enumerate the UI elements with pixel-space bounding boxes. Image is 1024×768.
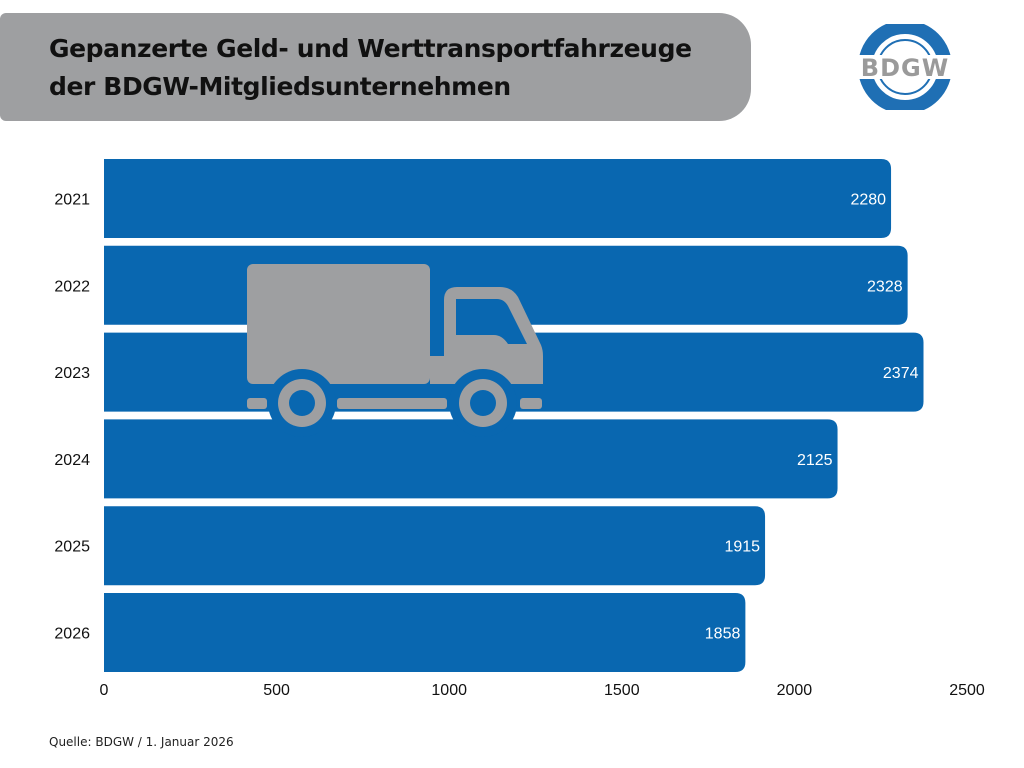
truck-chassis-left [247,398,267,409]
value-label-2021: 2280 [850,192,886,209]
x-tick-label-500: 500 [263,682,290,699]
category-label-2021: 2021 [54,192,90,209]
source-note: Quelle: BDGW / 1. Januar 2026 [49,735,234,749]
logo-text: BDGW [861,54,949,82]
bar-2021 [104,159,892,238]
x-tick-label-1000: 1000 [431,682,467,699]
bdgw-logo-icon: BDGW [846,24,964,110]
value-label-2023: 2374 [883,365,919,382]
category-label-2025: 2025 [54,539,90,556]
category-label-2026: 2026 [54,626,90,643]
bar-2025 [104,506,766,586]
category-label-2022: 2022 [54,278,90,295]
logo-text-backdrop [846,55,964,79]
truck-hub-rear [289,390,315,416]
truck-cargo-box [247,264,430,384]
bar-2026 [104,593,746,672]
x-tick-label-2000: 2000 [777,682,813,699]
truck-hub-front [470,390,496,416]
truck-chassis-mid [337,398,447,409]
truck-chassis-right [520,398,542,409]
title-line-1: Gepanzerte Geld- und Werttransportfahrze… [49,34,692,63]
category-label-2024: 2024 [54,452,90,469]
truck-cab-gap [430,280,444,360]
truck-cab-connector [430,356,446,384]
x-tick-label-0: 0 [100,682,109,699]
chart-title: Gepanzerte Geld- und Werttransportfahrze… [49,30,692,106]
value-labels-group: 2280 2328 2374 2125 1915 1858 [705,192,919,643]
x-tick-label-2500: 2500 [949,682,985,699]
title-banner: Gepanzerte Geld- und Werttransportfahrze… [0,13,751,121]
truck-icon [247,264,543,437]
value-label-2026: 1858 [705,626,741,643]
value-label-2022: 2328 [867,278,903,295]
category-labels-group: 2021 2022 2023 2024 2025 2026 [54,192,90,643]
value-label-2025: 1915 [724,539,760,556]
truck-window [456,299,527,344]
title-line-2: der BDGW-Mitgliedsunternehmen [49,72,511,101]
category-label-2023: 2023 [54,365,90,382]
x-tick-label-1500: 1500 [604,682,640,699]
value-label-2024: 2125 [797,452,833,469]
bar-2024 [104,419,838,499]
x-axis-tick-labels: 0 500 1000 1500 2000 2500 [100,682,985,699]
